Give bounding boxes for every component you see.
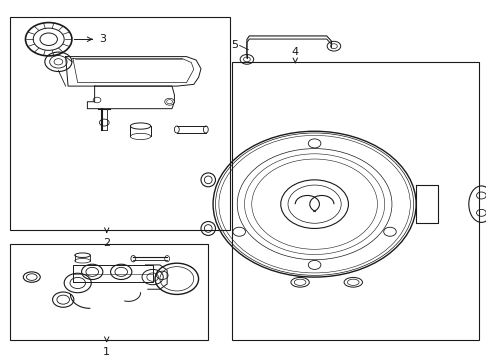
Circle shape [383,227,395,236]
Circle shape [308,260,320,269]
Circle shape [308,139,320,148]
Bar [10,244,208,339]
Text: 2: 2 [103,238,110,248]
Text: 5: 5 [231,40,238,50]
Text: 4: 4 [291,47,298,57]
Bar [232,62,478,339]
Text: 1: 1 [103,347,110,356]
Text: 3: 3 [99,34,106,44]
Bar [10,17,229,230]
Circle shape [232,227,245,236]
